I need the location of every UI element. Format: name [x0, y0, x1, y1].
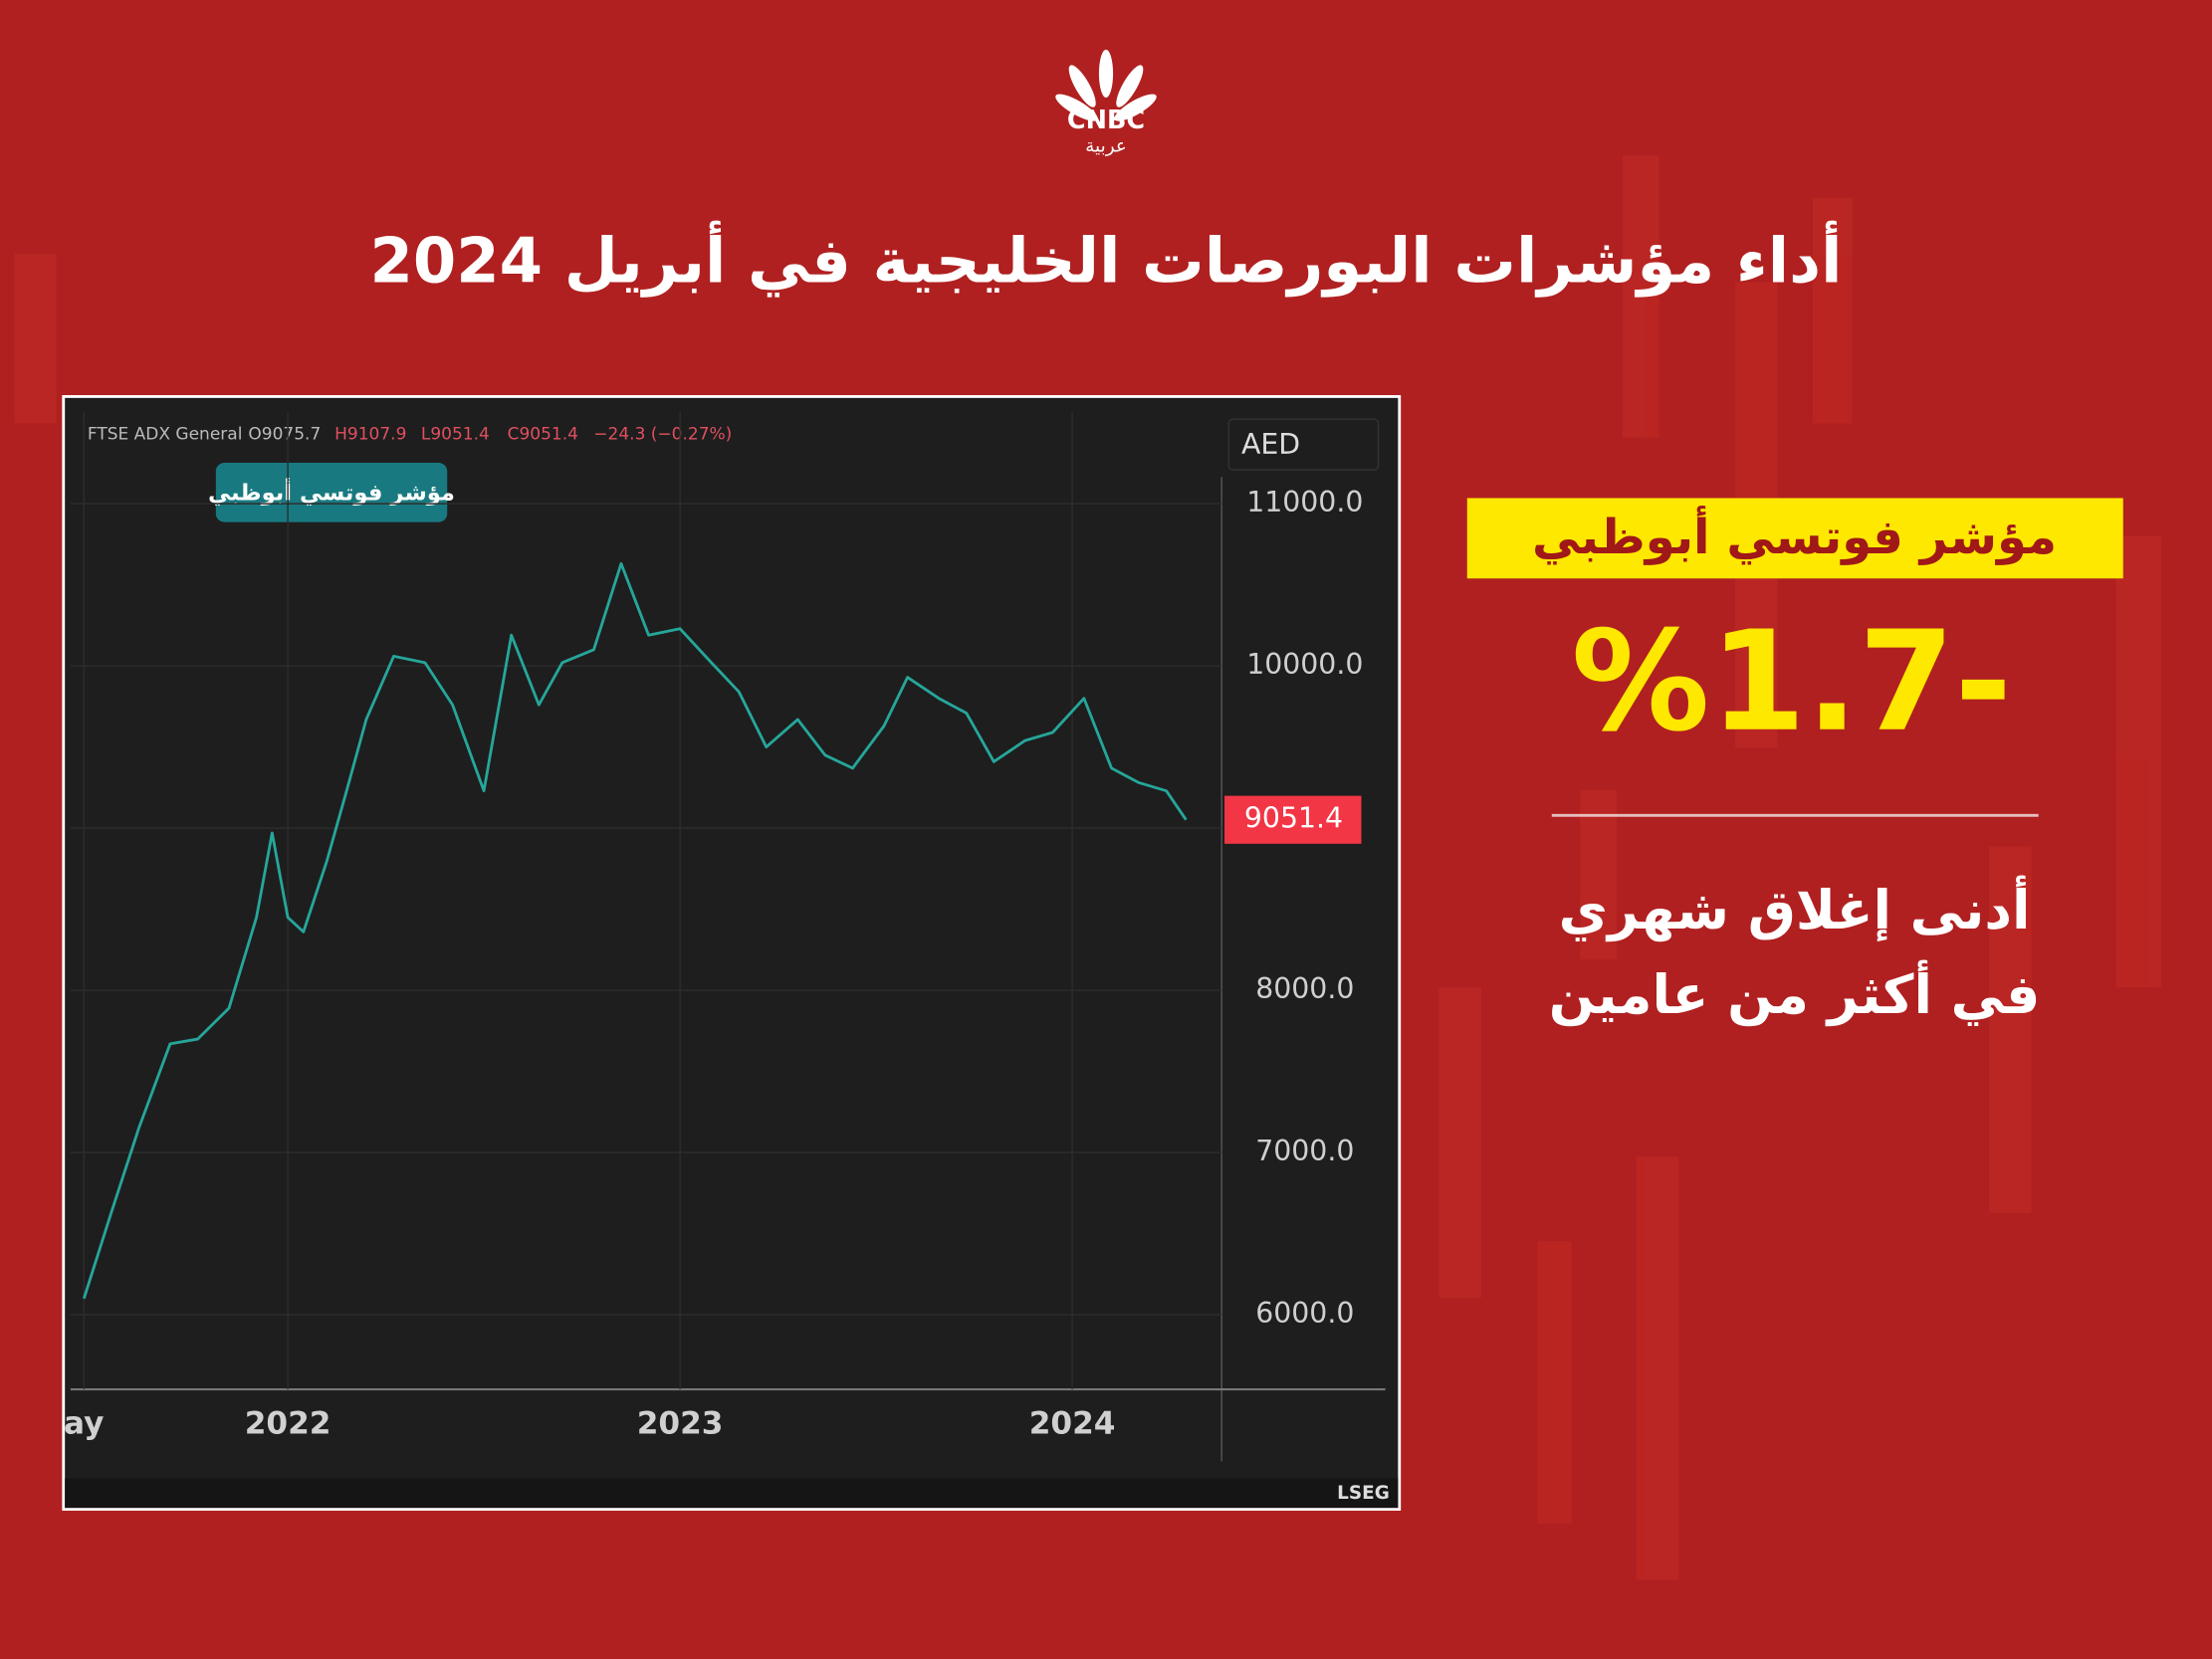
note-line: في أكثر من عامين — [1549, 959, 2041, 1026]
plot: 6000.07000.08000.09000.010000.011000.0ay… — [64, 412, 1363, 1442]
y-tick-label: 10000.0 — [1246, 648, 1363, 681]
header-stat: O9075.7 — [248, 425, 321, 445]
x-tick-label: 2022 — [245, 1406, 332, 1442]
logo-mark — [1055, 49, 1157, 121]
chart-footer — [65, 1478, 1399, 1509]
tag-box — [215, 463, 448, 522]
price-line — [82, 561, 1188, 1300]
brand-sub: عربية — [1085, 136, 1127, 157]
side-label-box — [1466, 498, 2123, 579]
currency-box — [1227, 418, 1380, 471]
chart-frame — [62, 395, 1402, 1511]
brand-name: CNBC — [1067, 105, 1145, 135]
header-stat: −24.3 (−0.27%) — [593, 425, 732, 445]
header-stat: C9051.4 — [508, 425, 578, 445]
title: أداء مؤشرات البورصات الخليجية في أبريل 2… — [370, 221, 1843, 298]
x-tick-label: 2023 — [637, 1406, 724, 1442]
tag: مؤشر فوتسي أبوظبي — [208, 478, 455, 507]
decor-candles — [14, 155, 2161, 1580]
y-tick-label: 6000.0 — [1255, 1297, 1354, 1330]
source: LSEG — [1337, 1483, 1390, 1504]
y-tick-label: 8000.0 — [1255, 972, 1354, 1005]
logo: CNBC عربية — [1055, 49, 1157, 157]
series-name: FTSE ADX General — [88, 425, 243, 445]
side-label: مؤشر فوتسي أبوظبي — [1532, 506, 2057, 565]
y-tick-label: 7000.0 — [1255, 1135, 1354, 1167]
last-price: 9051.4 — [1244, 802, 1343, 835]
last-price-box — [1224, 795, 1362, 844]
currency: AED — [1241, 428, 1300, 461]
header-stats: O9075.7 H9107.9 L9051.4 C9051.4 −24.3 (−0.27… — [248, 425, 732, 445]
header-stat: L9051.4 — [421, 425, 490, 445]
x-tick-label: ay — [64, 1406, 104, 1442]
note-line: أدنى إغلاق شهري — [1559, 875, 2031, 941]
y-tick-label: 11000.0 — [1246, 486, 1363, 518]
header-stat: H9107.9 — [334, 425, 406, 445]
x-tick-label: 2024 — [1029, 1406, 1116, 1442]
change: %1.7- — [1571, 601, 2012, 762]
